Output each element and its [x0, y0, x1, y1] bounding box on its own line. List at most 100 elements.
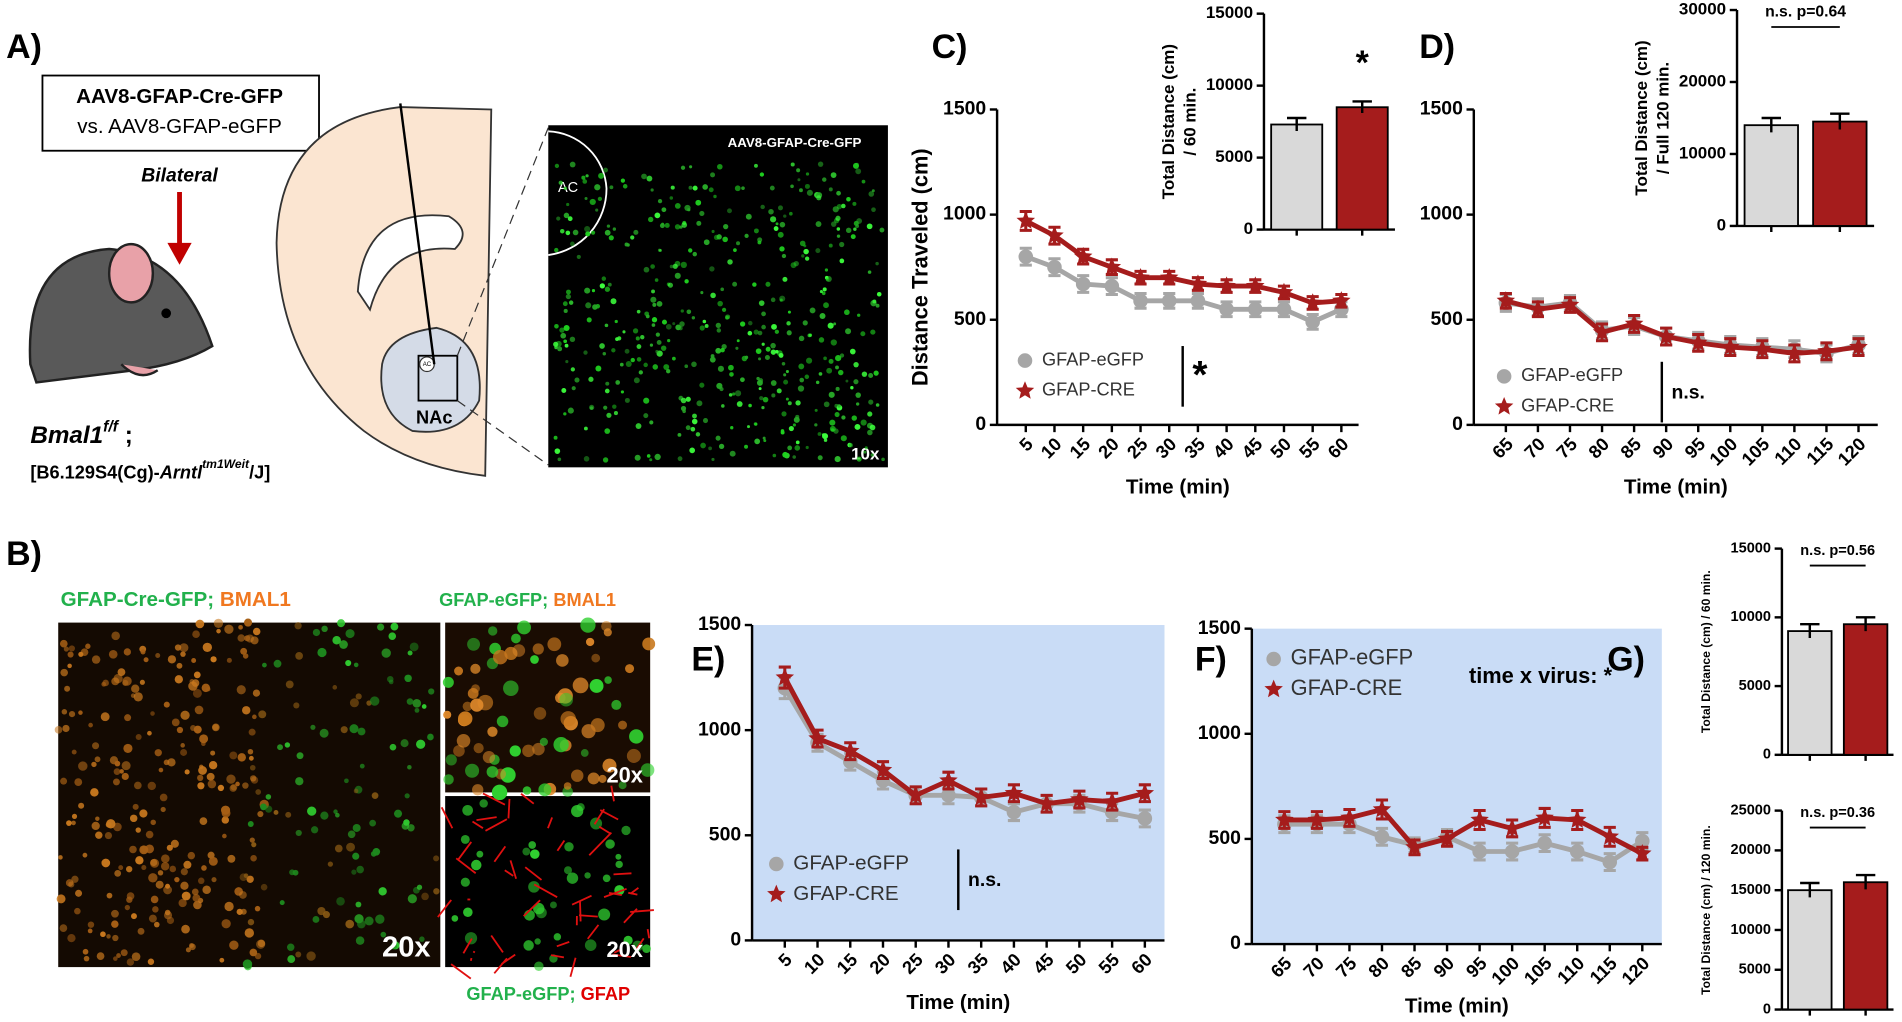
cell	[197, 782, 205, 790]
error-bar	[1855, 616, 1876, 632]
x-tick-label: 110	[1771, 434, 1806, 469]
cell	[157, 870, 164, 876]
cell	[154, 749, 162, 757]
cell	[92, 742, 100, 750]
marker	[906, 785, 925, 804]
cell	[380, 931, 387, 938]
marker	[1470, 810, 1489, 828]
legend-label: GFAP-CRE	[1042, 380, 1135, 400]
cell	[838, 369, 844, 376]
cell	[249, 948, 258, 957]
stain-green: GFAP-eGFP;	[466, 984, 575, 1004]
cell	[566, 202, 570, 207]
cell	[674, 272, 681, 279]
cell	[549, 901, 557, 909]
cell	[158, 767, 164, 773]
cell	[741, 186, 745, 190]
marker	[1219, 301, 1234, 317]
cell	[754, 438, 761, 445]
x-tick-label: 5	[1016, 434, 1037, 455]
marker	[1340, 808, 1359, 826]
cell	[772, 453, 777, 458]
cell	[293, 702, 300, 709]
cell	[747, 425, 751, 429]
x-tick-label: 50	[1062, 949, 1090, 977]
cell	[758, 300, 765, 306]
cell	[825, 277, 830, 282]
cell	[558, 180, 563, 185]
marker	[941, 788, 956, 803]
cell	[817, 455, 823, 461]
cell	[699, 210, 705, 217]
cell	[591, 230, 596, 235]
cell	[761, 324, 766, 330]
y-tick-label: 5000	[1739, 678, 1771, 694]
legend-label: GFAP-CRE	[793, 882, 898, 905]
astrocyte	[613, 949, 620, 954]
cell	[100, 712, 110, 722]
x-axis-label: Time (min)	[906, 991, 1010, 1014]
cell	[782, 276, 788, 282]
x-tick-label: 55	[1295, 434, 1323, 462]
cell	[345, 919, 355, 929]
cell	[584, 196, 588, 201]
cell	[592, 304, 598, 310]
x-tick-label: 30	[931, 949, 959, 977]
cell	[716, 328, 722, 333]
marker	[1688, 333, 1708, 351]
astrocyte	[578, 914, 598, 918]
astrocyte	[628, 891, 638, 896]
cell	[340, 726, 348, 734]
y-tick-label: 0	[1717, 215, 1726, 234]
cell	[351, 869, 357, 875]
cell	[581, 175, 586, 180]
cell	[604, 428, 611, 434]
cell	[535, 907, 547, 919]
cell	[247, 748, 254, 755]
x-tick-label: 45	[1029, 949, 1057, 977]
y-tick-label: 0	[730, 929, 741, 951]
marker	[1070, 789, 1089, 808]
cell	[104, 832, 113, 840]
marker	[1817, 341, 1836, 360]
cell	[650, 188, 654, 192]
plot-background	[1251, 628, 1662, 945]
image-title: GFAP-Cre-GFP; BMAL1	[61, 588, 291, 611]
cell	[861, 371, 868, 377]
cell	[689, 447, 696, 454]
cell	[295, 829, 302, 837]
cell	[795, 440, 800, 445]
cell	[287, 955, 296, 964]
cell	[845, 227, 852, 234]
cell	[788, 425, 794, 432]
cell	[699, 382, 705, 388]
x-tick-label: 40	[997, 949, 1025, 977]
cell	[113, 768, 121, 776]
cell	[661, 319, 667, 325]
marker	[1472, 844, 1487, 859]
cell	[249, 837, 255, 843]
cell	[121, 772, 129, 781]
cell	[868, 399, 874, 405]
cell	[670, 185, 675, 190]
cell	[344, 778, 349, 784]
x-tick-label: 35	[964, 949, 992, 977]
cell	[427, 733, 434, 741]
cell	[131, 952, 141, 961]
cell	[87, 921, 95, 928]
x-axis-label: Time (min)	[1405, 995, 1509, 1018]
astrocyte	[450, 963, 472, 980]
cell	[777, 205, 783, 211]
y-tick-label: 15000	[1731, 540, 1771, 556]
cell	[728, 364, 734, 371]
cell	[833, 322, 837, 326]
astrocyte	[646, 928, 651, 939]
cell	[443, 774, 454, 785]
x-tick-label: 120	[1834, 434, 1870, 470]
cell	[777, 231, 784, 238]
cell	[161, 854, 170, 863]
cell	[840, 435, 847, 442]
x-tick-label: 70	[1300, 953, 1328, 981]
cell	[620, 390, 624, 394]
cell	[113, 956, 118, 961]
